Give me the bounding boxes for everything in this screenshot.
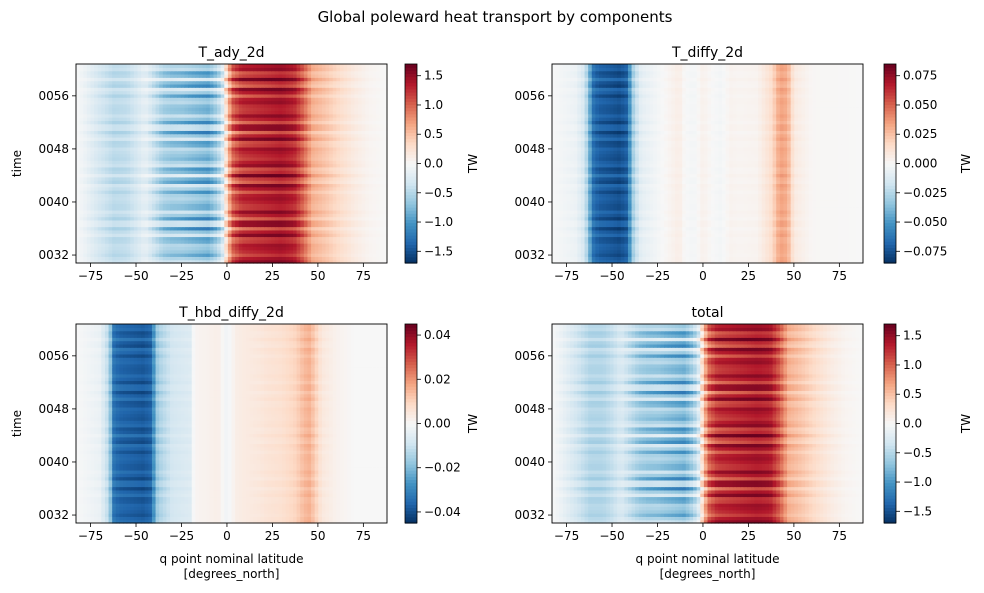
heatmap-cells [76, 64, 388, 264]
figure-suptitle: Global poleward heat transport by compon… [318, 8, 673, 26]
heatmap-panel: T_ady_2d−75 −50 −25 0 25 50 750032004000480056… [10, 45, 480, 283]
